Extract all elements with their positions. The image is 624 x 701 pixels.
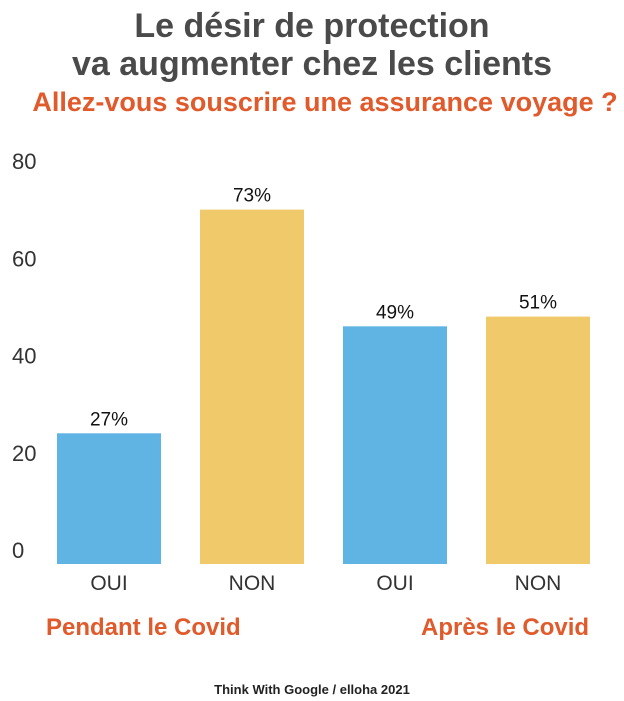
y-tick-label: 40 [12, 344, 36, 369]
bar-4-non [486, 316, 590, 564]
y-tick-label: 20 [12, 441, 36, 466]
bar-3-oui [343, 326, 447, 564]
data-label-1: 27% [90, 409, 128, 430]
y-tick-label: 60 [12, 246, 36, 271]
chart-title-line1: Le désir de protection [134, 7, 490, 45]
group-label-after-covid: Après le Covid [421, 614, 590, 641]
y-tick-label: 0 [12, 538, 24, 563]
data-label-2: 73% [233, 186, 271, 207]
x-category-label-4: NON [515, 572, 562, 595]
chart-subtitle: Allez-vous souscrire une assurance voyag… [32, 87, 618, 117]
data-label-4: 51% [519, 293, 557, 314]
bar-1-oui [57, 433, 161, 564]
bar-2-non [200, 209, 304, 564]
y-tick-label: 80 [12, 149, 36, 174]
x-category-label-2: NON [229, 572, 276, 595]
x-category-label-3: OUI [376, 572, 413, 595]
chart-title-line2: va augmenter chez les clients [72, 45, 552, 83]
x-category-label-1: OUI [90, 572, 127, 595]
data-label-3: 49% [376, 302, 414, 323]
source-note: Think With Google / elloha 2021 [214, 682, 410, 697]
group-label-during-covid: Pendant le Covid [46, 614, 241, 641]
